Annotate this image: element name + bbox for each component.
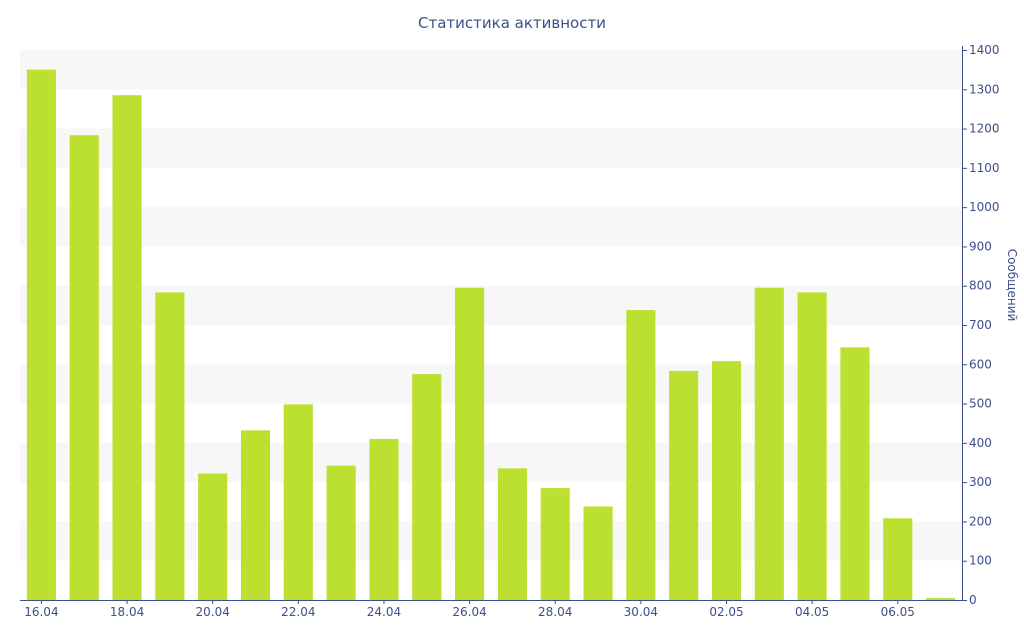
x-tick-label: 24.04 <box>367 605 401 619</box>
bar-25.04 <box>412 374 442 600</box>
bar-23.04 <box>326 465 356 600</box>
y-tick-label: 100 <box>969 554 992 568</box>
y-axis-title: Сообщений <box>1005 249 1019 322</box>
y-tick-label: 800 <box>969 279 992 293</box>
x-tick-label: 22.04 <box>281 605 315 619</box>
y-tick-label: 700 <box>969 318 992 332</box>
bar-19.04 <box>155 292 185 600</box>
x-axis: 16.04 18.04 20.04 22.04 24.04 26.04 28.04 30.04… <box>24 600 915 619</box>
bar-22.04 <box>283 404 313 600</box>
y-tick-label: 0 <box>969 593 977 607</box>
bars <box>26 69 956 600</box>
x-tick-label: 18.04 <box>110 605 144 619</box>
y-tick-label: 1200 <box>969 122 1000 136</box>
x-tick-label: 02.05 <box>709 605 743 619</box>
x-tick-label: 04.05 <box>795 605 829 619</box>
y-tick-label: 1000 <box>969 200 1000 214</box>
y-tick-label: 1100 <box>969 161 1000 175</box>
y-tick-label: 200 <box>969 514 992 528</box>
bar-05.05 <box>840 347 870 600</box>
x-tick-label: 06.05 <box>881 605 915 619</box>
bar-02.05 <box>711 361 742 600</box>
bar-28.04 <box>540 488 570 600</box>
y-axis: 0 100 200 300 400 500 600 700 800 900 1000 1100 1200… <box>962 43 1000 607</box>
grid-band <box>20 128 962 168</box>
bar-26.04 <box>455 287 485 600</box>
bar-06.05 <box>883 518 913 600</box>
x-tick-label: 16.04 <box>24 605 58 619</box>
chart-title: Статистика активности <box>418 14 606 32</box>
x-tick-label: 30.04 <box>624 605 658 619</box>
y-tick-label: 900 <box>969 239 992 253</box>
bar-01.05 <box>669 370 699 600</box>
y-tick-label: 300 <box>969 475 992 489</box>
grid-band <box>20 207 962 247</box>
bar-24.04 <box>369 438 399 600</box>
bar-29.04 <box>583 506 613 600</box>
y-tick-label: 1300 <box>969 82 1000 96</box>
bar-17.04 <box>69 135 99 600</box>
bar-04.05 <box>797 292 827 600</box>
bar-30.04 <box>626 310 656 600</box>
bar-16.04 <box>26 69 56 600</box>
y-tick-label: 600 <box>969 357 992 371</box>
y-tick-label: 500 <box>969 397 992 411</box>
y-tick-label: 1400 <box>969 43 1000 57</box>
grid-band <box>20 50 962 90</box>
bar-27.04 <box>497 468 527 600</box>
x-tick-label: 20.04 <box>196 605 230 619</box>
bar-03.05 <box>754 287 784 600</box>
bar-21.04 <box>240 430 271 600</box>
y-tick-label: 400 <box>969 436 992 450</box>
x-tick-label: 26.04 <box>452 605 486 619</box>
x-tick-label: 28.04 <box>538 605 572 619</box>
bar-07.05 <box>926 598 956 600</box>
bar-18.04 <box>112 95 142 600</box>
bar-20.04 <box>198 473 228 600</box>
